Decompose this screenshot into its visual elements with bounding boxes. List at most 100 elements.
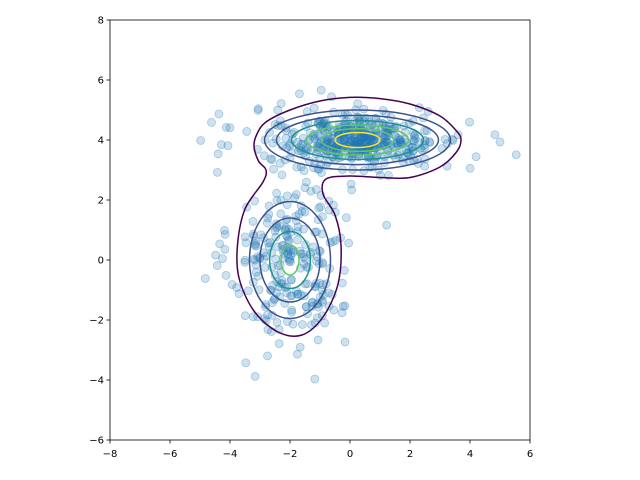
scatter-point bbox=[276, 99, 286, 108]
scatter-point bbox=[285, 255, 295, 264]
scatter-point bbox=[465, 117, 474, 127]
scatter-point bbox=[442, 161, 452, 171]
scatter-point bbox=[471, 152, 481, 162]
scatter-point bbox=[283, 191, 292, 201]
scatter-point bbox=[395, 137, 405, 146]
scatter-point bbox=[357, 133, 366, 143]
scatter-point bbox=[264, 201, 274, 211]
x-tick-label: −2 bbox=[283, 449, 298, 460]
scatter-point bbox=[297, 320, 307, 329]
scatter-point bbox=[250, 240, 260, 250]
scatter-point bbox=[329, 107, 339, 117]
scatter-point bbox=[284, 253, 294, 263]
scatter-point bbox=[344, 137, 354, 147]
scatter-point bbox=[277, 170, 287, 180]
scatter-point bbox=[207, 118, 216, 127]
scatter-point bbox=[278, 253, 288, 263]
y-tick-label: −4 bbox=[89, 376, 104, 387]
scatter-point bbox=[298, 249, 308, 259]
scatter-point bbox=[297, 206, 307, 216]
contour-line bbox=[305, 124, 410, 156]
scatter-point bbox=[286, 257, 296, 267]
scatter-point bbox=[425, 138, 435, 147]
scatter-point bbox=[285, 141, 294, 151]
scatter-point bbox=[268, 281, 278, 290]
scatter-point bbox=[294, 209, 304, 219]
plot-frame bbox=[109, 19, 531, 441]
scatter-point bbox=[301, 302, 311, 312]
scatter-point bbox=[196, 136, 206, 145]
scatter-point bbox=[408, 136, 418, 146]
scatter-point bbox=[302, 177, 311, 187]
scatter-point bbox=[353, 99, 363, 109]
scatter-point bbox=[331, 236, 341, 245]
scatter-point bbox=[272, 317, 282, 327]
scatter-point bbox=[220, 226, 229, 235]
scatter-point bbox=[227, 280, 237, 289]
scatter-point bbox=[338, 301, 348, 311]
scatter-point bbox=[241, 358, 251, 368]
scatter-point bbox=[251, 260, 261, 270]
y-tick-label: −6 bbox=[89, 436, 104, 447]
scatter-point bbox=[272, 223, 281, 233]
scatter-point bbox=[317, 168, 326, 178]
scatter-point bbox=[395, 135, 405, 145]
contour-line bbox=[248, 200, 332, 320]
scatter-point bbox=[243, 286, 253, 296]
contour-line bbox=[320, 127, 395, 153]
scatter-point bbox=[328, 237, 338, 247]
scatter-point bbox=[293, 289, 302, 299]
scatter-point bbox=[250, 255, 260, 265]
scatter-point bbox=[286, 291, 296, 301]
scatter-point bbox=[251, 267, 261, 277]
scatter-point bbox=[363, 134, 373, 144]
scatter-point bbox=[313, 139, 323, 149]
scatter-point bbox=[221, 122, 231, 132]
density-contours bbox=[236, 96, 462, 337]
scatter-point bbox=[358, 133, 367, 142]
scatter-point bbox=[211, 250, 220, 260]
scatter-point bbox=[256, 230, 266, 240]
scatter-point bbox=[284, 245, 293, 255]
scatter-point bbox=[409, 136, 419, 146]
contour-line bbox=[263, 109, 452, 171]
scatter-point bbox=[240, 255, 250, 265]
scatter-point bbox=[218, 254, 227, 264]
scatter-point bbox=[344, 238, 354, 248]
scatter-point bbox=[281, 223, 291, 233]
scatter-point bbox=[306, 186, 316, 196]
scatter-point bbox=[240, 232, 250, 242]
contour-line bbox=[275, 114, 440, 166]
scatter-point bbox=[417, 145, 427, 155]
scatter-point bbox=[351, 139, 360, 149]
scatter-point bbox=[329, 305, 339, 315]
scatter-point bbox=[225, 123, 235, 133]
scatter-point bbox=[290, 193, 299, 203]
scatter-point bbox=[250, 372, 260, 381]
scatter-point bbox=[364, 135, 374, 145]
scatter-point bbox=[359, 104, 369, 114]
scatter-point bbox=[267, 248, 277, 258]
scatter-point bbox=[286, 275, 296, 285]
scatter-point bbox=[293, 235, 302, 245]
scatter-point bbox=[234, 289, 244, 299]
scatter-point bbox=[261, 300, 271, 309]
x-tick-label: 2 bbox=[407, 449, 413, 460]
scatter-point bbox=[342, 134, 352, 144]
scatter-point bbox=[465, 163, 475, 173]
y-tick-label: 2 bbox=[98, 196, 104, 207]
scatter-point bbox=[275, 221, 284, 231]
scatter-point bbox=[214, 109, 224, 119]
scatter-point bbox=[511, 150, 521, 160]
scatter-point bbox=[350, 137, 360, 147]
scatter-point bbox=[324, 288, 334, 298]
scatter-point bbox=[313, 313, 322, 323]
x-tick-label: 6 bbox=[527, 449, 533, 460]
contour-line bbox=[236, 96, 462, 337]
scatter-point bbox=[302, 279, 312, 289]
scatter-point bbox=[359, 134, 369, 144]
scatter-point bbox=[382, 220, 392, 230]
scatter-point bbox=[253, 271, 263, 281]
scatter-point bbox=[292, 162, 302, 172]
scatter-point bbox=[296, 139, 306, 149]
